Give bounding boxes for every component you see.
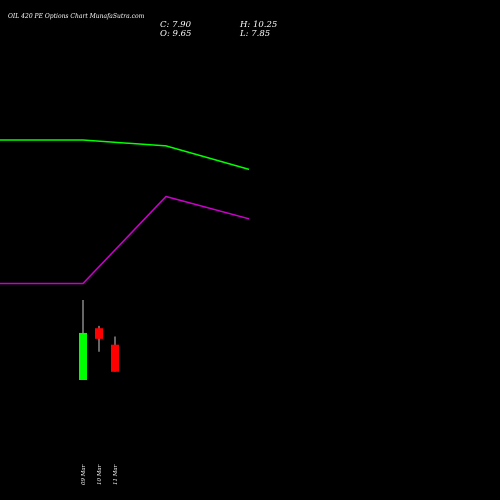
candle-body [79,332,87,380]
chart-title: OIL 420 PE Options Chart MunafaSutra.com [8,13,145,20]
candle-body [111,344,119,372]
date-axis: 09 Mar 10 Mar 11 Mar [81,464,119,485]
candle-1 [79,300,87,380]
date-label-3: 11 Mar [113,464,119,485]
series-line-2 [0,195,250,285]
series-layer [0,139,250,285]
low-readout: L: 7.85 [239,29,270,39]
date-label-2: 10 Mar [97,464,103,485]
candle-layer [79,300,119,380]
close-readout: C: 7.90 [160,20,192,30]
candle-body [95,328,103,339]
candle-2 [95,325,103,352]
high-readout: H: 10.25 [239,20,277,30]
date-label-1: 09 Mar [81,464,87,485]
open-readout: O: 9.65 [160,29,191,39]
series-line-1 [0,139,250,171]
candle-3 [111,336,119,372]
